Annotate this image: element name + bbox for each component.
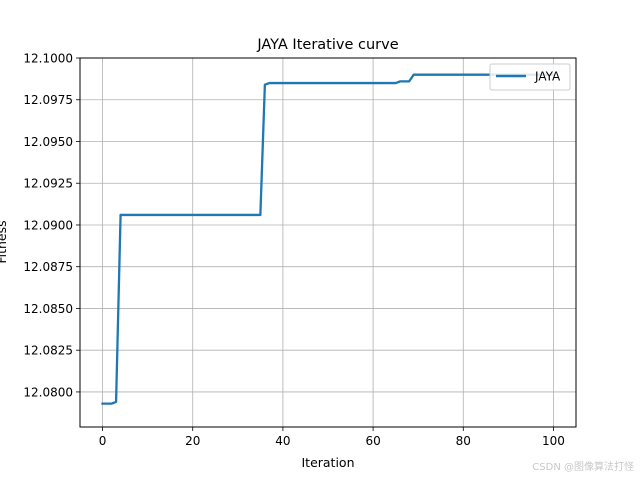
- plot-frame: [79, 57, 577, 428]
- legend-box: [489, 63, 571, 91]
- x-tick-label: 80: [456, 434, 471, 448]
- y-tick-label: 12.0975: [23, 93, 73, 107]
- y-axis-label: Fitness: [0, 220, 9, 263]
- series-layer: [101, 73, 555, 405]
- y-axis: 12.0800 12.0825 12.0850 12.0875 12.0900 12.09…: [23, 52, 80, 399]
- y-tick-label: 12.0825: [23, 344, 73, 358]
- x-axis: 0 20 40 60 80 100: [99, 427, 565, 448]
- chart-title: JAYA Iterative curve: [256, 37, 398, 53]
- y-tick-label: 12.0800: [23, 385, 73, 399]
- x-tick-label: 20: [185, 434, 200, 448]
- y-tick-label: 12.0900: [23, 218, 73, 232]
- watermark: CSDN @图像算法打怪: [532, 462, 634, 473]
- x-axis-label: Iteration: [301, 455, 354, 470]
- y-tick-label: 12.0925: [23, 177, 73, 191]
- x-tick-label: 60: [365, 434, 380, 448]
- y-tick-label: 12.0950: [23, 135, 73, 149]
- y-tick-label: 12.0850: [23, 302, 73, 316]
- legend: JAYA: [489, 63, 571, 91]
- series-line-jaya: [101, 73, 555, 405]
- x-tick-label: 40: [275, 434, 290, 448]
- y-tick-label: 12.0875: [23, 260, 73, 274]
- x-tick-label: 0: [99, 434, 107, 448]
- y-tick-label: 12.1000: [23, 52, 73, 66]
- grid-lines: [80, 57, 576, 427]
- x-tick-label: 100: [542, 434, 565, 448]
- legend-label: JAYA: [534, 70, 561, 84]
